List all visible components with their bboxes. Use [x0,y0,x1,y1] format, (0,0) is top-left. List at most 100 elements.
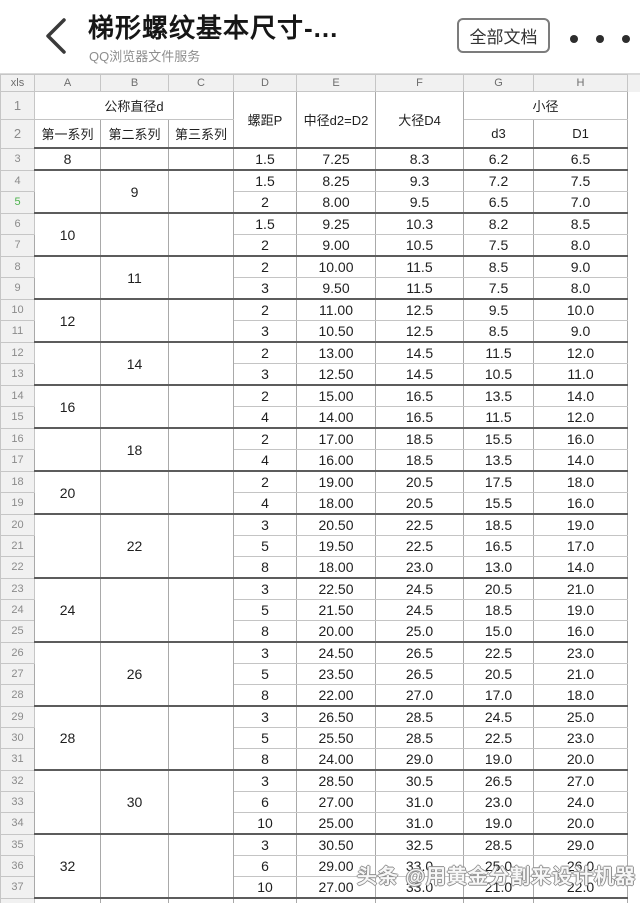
cell-D1[interactable]: 12.0 [533,341,628,364]
cell-pitch[interactable]: 3 [233,833,297,856]
cell-series1-diameter[interactable] [34,769,101,835]
column-letter-H[interactable]: H [533,74,628,92]
cell-D4[interactable]: 31.0 [375,812,464,835]
cell-series3-diameter[interactable] [168,298,234,343]
cell-d3[interactable]: 20.5 [463,663,534,685]
header-series-2[interactable]: 第二系列 [100,119,169,149]
cell-series3-diameter[interactable] [168,341,234,386]
cell-pitch[interactable]: 1.5 [233,147,297,171]
cell-D1[interactable]: 20.0 [533,812,628,835]
cell-D1[interactable]: 19.0 [533,599,628,621]
row-number[interactable]: 5 [0,191,35,214]
cell-d3[interactable]: 16.5 [463,535,534,557]
cell-d2[interactable]: 19.00 [296,470,376,493]
cell-d2[interactable]: 22.50 [296,577,376,600]
cell-series2-diameter[interactable] [100,470,169,515]
cell-pitch[interactable]: 8 [233,556,297,579]
select-all-corner[interactable]: xls [0,74,35,92]
cell-d2[interactable]: 20.00 [296,620,376,643]
cell-pitch[interactable]: 3 [233,363,297,386]
cell-series2-diameter[interactable] [100,833,169,899]
cell-d3[interactable]: 9.5 [463,298,534,321]
cell-series2-diameter[interactable]: 18 [100,427,169,472]
cell-series1-diameter[interactable] [34,513,101,579]
cell-D1[interactable]: 6.5 [533,147,628,171]
cell-pitch[interactable]: 3 [233,320,297,343]
cell-d2[interactable]: 14.00 [296,406,376,429]
cell-D1[interactable]: 16.0 [533,492,628,515]
cell-D1[interactable]: 29.0 [533,833,628,856]
row-number[interactable]: 8 [0,255,35,278]
cell-D1[interactable]: 7.5 [533,169,628,192]
cell-d3[interactable]: 11.5 [463,341,534,364]
cell-d2[interactable]: 19.50 [296,535,376,557]
cell-pitch[interactable]: 3 [233,705,297,728]
cell-D4[interactable]: 12.5 [375,298,464,321]
cell-D4[interactable]: 9.3 [375,169,464,192]
cell-D4[interactable]: 26.5 [375,663,464,685]
row-number[interactable]: 33 [0,791,35,813]
header-minor-diameter[interactable]: 小径 [463,91,628,120]
cell-d3[interactable]: 24.5 [463,705,534,728]
cell-D1[interactable]: 8.5 [533,212,628,235]
cell-D4[interactable]: 14.5 [375,363,464,386]
cell-pitch[interactable]: 2 [233,255,297,278]
cell-d3[interactable]: 18.5 [463,599,534,621]
cell-D1[interactable]: 16.0 [533,427,628,450]
cell-D4[interactable]: 10.3 [375,212,464,235]
cell-D4[interactable]: 12.5 [375,320,464,343]
cell-pitch[interactable]: 3 [233,577,297,600]
cell-pitch[interactable]: 3 [233,897,297,903]
cell-d3[interactable]: 30.5 [463,897,534,903]
cell-D4[interactable]: 20.5 [375,470,464,493]
cell-pitch[interactable]: 5 [233,599,297,621]
cell-D1[interactable]: 8.0 [533,277,628,300]
row-number[interactable]: 7 [0,234,35,257]
cell-D1[interactable]: 9.0 [533,255,628,278]
cell-D4[interactable]: 20.5 [375,492,464,515]
cell-series2-diameter[interactable] [100,705,169,771]
row-number[interactable]: 20 [0,513,35,536]
cell-d2[interactable]: 9.00 [296,234,376,257]
cell-D1[interactable]: 25.0 [533,705,628,728]
column-letter-C[interactable]: C [168,74,234,92]
row-number[interactable]: 1 [0,91,35,120]
cell-d3[interactable]: 19.0 [463,812,534,835]
cell-series3-diameter[interactable] [168,833,234,899]
row-number[interactable]: 13 [0,363,35,386]
cell-series1-diameter[interactable] [34,341,101,386]
cell-series1-diameter[interactable] [34,255,101,300]
cell-d3[interactable]: 7.5 [463,277,534,300]
column-letter-B[interactable]: B [100,74,169,92]
cell-d3[interactable]: 23.0 [463,791,534,813]
cell-D4[interactable]: 28.5 [375,727,464,749]
cell-d3[interactable]: 25.0 [463,855,534,877]
cell-d2[interactable]: 18.00 [296,492,376,515]
cell-d3[interactable]: 8.5 [463,320,534,343]
cell-d3[interactable]: 8.5 [463,255,534,278]
cell-D4[interactable]: 27.0 [375,684,464,707]
cell-D1[interactable]: 23.0 [533,727,628,749]
cell-series3-diameter[interactable] [168,169,234,214]
cell-d3[interactable]: 15.5 [463,427,534,450]
header-D1[interactable]: D1 [533,119,628,149]
cell-D4[interactable]: 11.5 [375,277,464,300]
cell-d2[interactable]: 9.25 [296,212,376,235]
cell-d3[interactable]: 18.5 [463,513,534,536]
cell-series1-diameter[interactable]: 24 [34,577,101,643]
cell-series1-diameter[interactable]: 20 [34,470,101,515]
cell-d3[interactable]: 13.5 [463,449,534,472]
cell-d3[interactable]: 15.0 [463,620,534,643]
cell-pitch[interactable]: 6 [233,791,297,813]
cell-pitch[interactable]: 8 [233,684,297,707]
cell-series2-diameter[interactable]: 11 [100,255,169,300]
cell-pitch[interactable]: 10 [233,876,297,899]
cell-pitch[interactable]: 5 [233,663,297,685]
cell-series1-diameter[interactable] [34,897,101,903]
cell-series3-diameter[interactable] [168,897,234,903]
cell-d3[interactable]: 22.5 [463,727,534,749]
cell-D4[interactable]: 32.5 [375,833,464,856]
row-number[interactable]: 14 [0,384,35,407]
cell-series3-diameter[interactable] [168,255,234,300]
cell-D4[interactable]: 28.5 [375,705,464,728]
